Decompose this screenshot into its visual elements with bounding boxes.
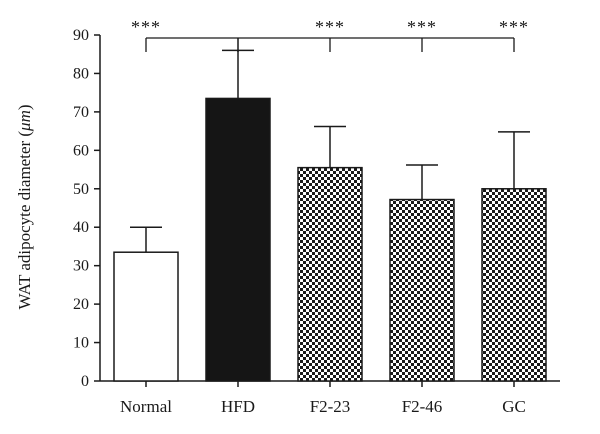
- y-tick-label: 70: [73, 104, 89, 121]
- x-tick-label: F2-46: [402, 397, 443, 416]
- error-bars-group: [130, 49, 530, 253]
- significance-label: ***: [315, 17, 345, 37]
- y-tick-label: 20: [73, 296, 89, 313]
- bar: [481, 188, 547, 382]
- y-tick-label: 10: [73, 335, 89, 352]
- y-axis-title: WAT adipocyte diameter (μm): [15, 104, 34, 309]
- x-tick-label: GC: [502, 397, 526, 416]
- y-tick-label: 50: [73, 181, 89, 198]
- y-tick-label: 80: [73, 65, 89, 82]
- y-tick-label: 90: [73, 27, 89, 44]
- significance-label: ***: [131, 17, 161, 37]
- x-tick-label: F2-23: [310, 397, 351, 416]
- bar: [297, 166, 363, 382]
- bar: [205, 97, 271, 382]
- bar: [389, 198, 455, 382]
- x-tick-label: Normal: [120, 397, 172, 416]
- axes: 0 10 20 30 40 50 60 70 80 90 Normal HFD F2-23 F2-46 GC: [73, 27, 560, 416]
- y-tick-label: 0: [81, 373, 89, 390]
- significance-label: ***: [499, 17, 529, 37]
- significance-group: *** *** *** ***: [131, 17, 529, 52]
- significance-label: ***: [407, 17, 437, 37]
- y-tick-label: 60: [73, 142, 89, 159]
- x-tick-label: HFD: [221, 397, 255, 416]
- y-tick-label: 30: [73, 258, 89, 275]
- bar: [113, 251, 179, 382]
- y-tick-label: 40: [73, 219, 89, 236]
- bars-group: [113, 97, 547, 382]
